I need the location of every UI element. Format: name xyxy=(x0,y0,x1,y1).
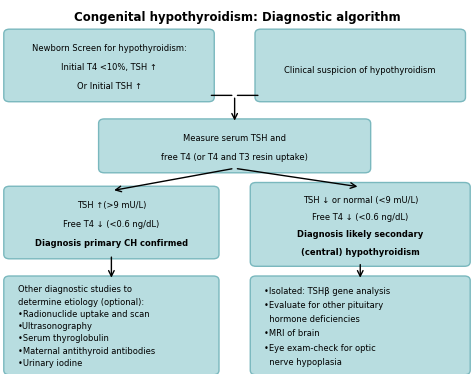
Text: •Maternal antithyroid antibodies: •Maternal antithyroid antibodies xyxy=(18,347,155,356)
Text: free T4 (or T4 and T3 resin uptake): free T4 (or T4 and T3 resin uptake) xyxy=(161,153,308,162)
Text: Diagnosis likely secondary: Diagnosis likely secondary xyxy=(297,230,423,239)
Text: (central) hypothyroidism: (central) hypothyroidism xyxy=(301,248,419,257)
Text: •Serum thyroglobulin: •Serum thyroglobulin xyxy=(18,334,109,343)
Text: Initial T4 <10%, TSH ↑: Initial T4 <10%, TSH ↑ xyxy=(61,63,157,72)
Text: Congenital hypothyroidism: Diagnostic algorithm: Congenital hypothyroidism: Diagnostic al… xyxy=(73,11,401,24)
Text: Clinical suspicion of hypothyroidism: Clinical suspicion of hypothyroidism xyxy=(284,66,436,75)
Text: TSH ↑(>9 mU/L): TSH ↑(>9 mU/L) xyxy=(77,201,146,210)
Text: •Ultrasonography: •Ultrasonography xyxy=(18,322,93,331)
FancyBboxPatch shape xyxy=(99,119,371,173)
Text: nerve hypoplasia: nerve hypoplasia xyxy=(264,358,342,367)
Text: •Radionuclide uptake and scan: •Radionuclide uptake and scan xyxy=(18,310,150,319)
Text: determine etiology (optional):: determine etiology (optional): xyxy=(18,298,144,307)
FancyBboxPatch shape xyxy=(250,183,470,266)
Text: •Eye exam-check for optic: •Eye exam-check for optic xyxy=(264,344,376,353)
Text: TSH ↓ or normal (<9 mU/L): TSH ↓ or normal (<9 mU/L) xyxy=(302,196,418,205)
FancyBboxPatch shape xyxy=(4,276,219,374)
Text: •Isolated: TSHβ gene analysis: •Isolated: TSHβ gene analysis xyxy=(264,287,391,296)
Text: Free T4 ↓ (<0.6 ng/dL): Free T4 ↓ (<0.6 ng/dL) xyxy=(63,220,160,229)
Text: Measure serum TSH and: Measure serum TSH and xyxy=(183,134,286,142)
Text: Other diagnostic studies to: Other diagnostic studies to xyxy=(18,285,132,294)
FancyBboxPatch shape xyxy=(250,276,470,374)
Text: Diagnosis primary CH confirmed: Diagnosis primary CH confirmed xyxy=(35,239,188,248)
Text: Free T4 ↓ (<0.6 ng/dL): Free T4 ↓ (<0.6 ng/dL) xyxy=(312,213,409,222)
FancyBboxPatch shape xyxy=(4,186,219,259)
Text: •MRI of brain: •MRI of brain xyxy=(264,329,320,338)
FancyBboxPatch shape xyxy=(255,29,465,102)
Text: •Evaluate for other pituitary: •Evaluate for other pituitary xyxy=(264,301,384,310)
Text: Newborn Screen for hypothyroidism:: Newborn Screen for hypothyroidism: xyxy=(32,44,186,53)
Text: hormone deficiencies: hormone deficiencies xyxy=(264,315,360,324)
Text: Or Initial TSH ↑: Or Initial TSH ↑ xyxy=(76,82,142,91)
Text: •Urinary iodine: •Urinary iodine xyxy=(18,359,82,368)
FancyBboxPatch shape xyxy=(4,29,214,102)
